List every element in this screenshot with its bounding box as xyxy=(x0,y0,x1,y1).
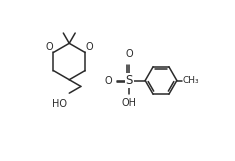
Text: HO: HO xyxy=(52,99,67,109)
Text: O: O xyxy=(125,49,133,59)
Text: CH₃: CH₃ xyxy=(182,76,199,85)
Text: O: O xyxy=(85,42,93,52)
Text: S: S xyxy=(126,74,133,87)
Text: OH: OH xyxy=(122,98,137,108)
Text: O: O xyxy=(104,76,112,85)
Text: O: O xyxy=(46,42,54,52)
